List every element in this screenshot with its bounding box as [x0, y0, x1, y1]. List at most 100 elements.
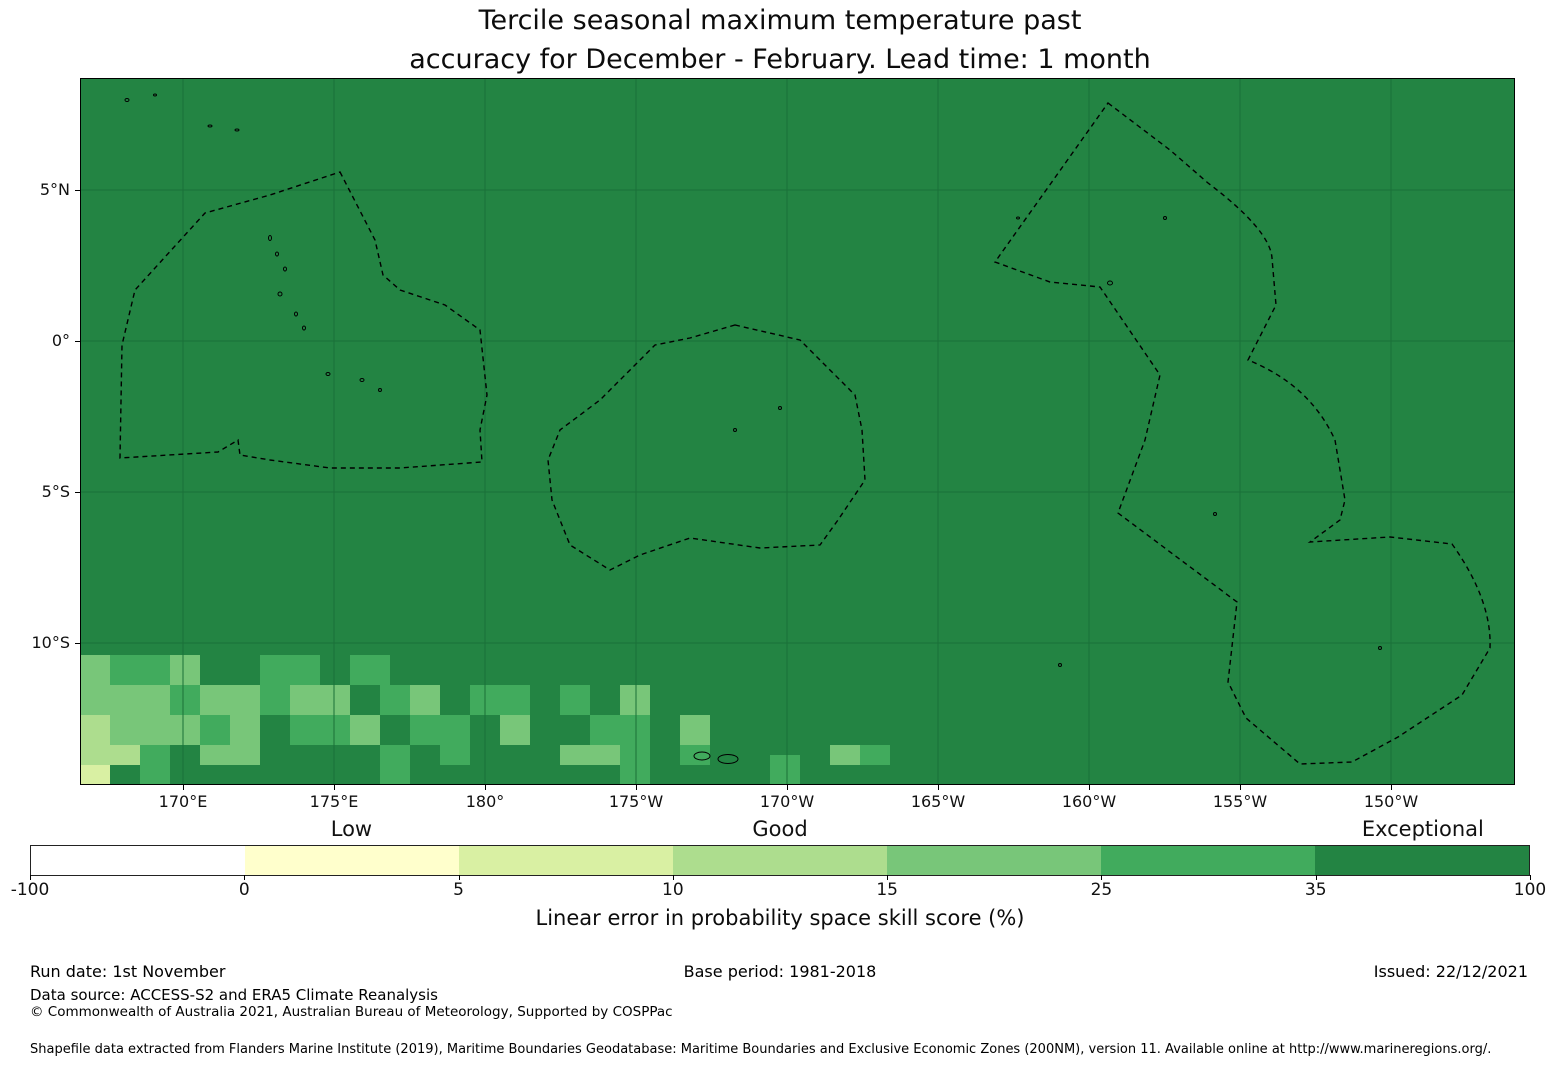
x-axis-tick-label: 160°W: [1061, 792, 1117, 811]
pacific-skill-map: [80, 78, 1515, 785]
island-outline: [1016, 216, 1020, 220]
skill-cell: [350, 655, 390, 685]
skill-cell: [230, 715, 260, 745]
y-axis-tickmark: [75, 643, 80, 644]
run-date-text: Run date: 1st November: [30, 962, 226, 981]
colorbar-tick-label: 15: [876, 880, 898, 900]
skill-cell: [170, 655, 200, 685]
colorbar-tick-label: 35: [1304, 880, 1327, 900]
x-axis-tick-label: 170°E: [158, 792, 208, 811]
island-outline: [717, 754, 739, 764]
colorbar-tick-label: -100: [10, 880, 50, 900]
colorbar-tick-row: -100 0 5 10 15 25 35 100: [11, 875, 1546, 904]
colorbar-segment: [1315, 846, 1529, 875]
skill-cell: [410, 715, 470, 745]
copyright-text: © Commonwealth of Australia 2021, Austra…: [30, 1004, 673, 1020]
y-axis-tick-label: 5°N: [39, 180, 70, 199]
colorbar-segment: [1101, 846, 1315, 875]
y-axis-tick-label: 10°S: [31, 633, 70, 652]
colorbar-segment: [887, 846, 1101, 875]
skill-cell: [620, 745, 650, 785]
island-outline: [1107, 280, 1113, 286]
x-axis-tick-label: 150°W: [1363, 792, 1419, 811]
island-outline: [359, 378, 365, 382]
y-axis-tick-label: 5°S: [41, 482, 70, 501]
island-outline: [124, 98, 130, 102]
skill-cell: [200, 745, 260, 765]
page-title: Tercile seasonal maximum temperature pas…: [0, 1, 1560, 79]
island-outline: [378, 388, 382, 392]
x-axis-tickmark: [787, 785, 788, 790]
island-outline: [1213, 512, 1217, 516]
colorbar-tick-label: 25: [1090, 880, 1113, 900]
island-outline: [234, 128, 240, 132]
skill-cell: [470, 685, 530, 715]
island-outline: [277, 291, 283, 297]
skill-cell: [560, 745, 620, 765]
colorbar-tick-label: 100: [1513, 880, 1547, 900]
island-outline: [302, 325, 306, 331]
colorbar-segment: [31, 846, 245, 875]
skill-cell: [290, 685, 350, 715]
x-axis-tickmark: [1089, 785, 1090, 790]
skill-cell: [110, 715, 200, 745]
island-outline: [294, 311, 298, 317]
x-axis-tickmark: [1391, 785, 1392, 790]
colorbar-tick-label: 0: [238, 880, 250, 900]
x-axis-tickmark: [334, 785, 335, 790]
skill-cell: [860, 745, 890, 765]
data-source-text: Data source: ACCESS-S2 and ERA5 Climate …: [30, 986, 438, 1004]
island-outline: [268, 235, 272, 241]
legend-category-label: Exceptional: [1361, 817, 1484, 841]
skill-cell: [440, 745, 470, 765]
x-axis-tick-label: 155°W: [1212, 792, 1268, 811]
x-axis-tick-label: 170°W: [759, 792, 815, 811]
y-axis-tick-label: 0°: [51, 331, 70, 350]
colorbar-segment: [459, 846, 673, 875]
island-outline: [778, 406, 782, 410]
skill-cell: [560, 685, 590, 715]
skill-cell: [80, 715, 110, 745]
skill-cell: [770, 755, 800, 785]
colorbar-tickmark: [30, 875, 31, 880]
issued-date-text: Issued: 22/12/2021: [1373, 962, 1528, 981]
island-outline: [325, 372, 331, 376]
y-axis-tickmark: [75, 190, 80, 191]
skill-cell: [830, 745, 860, 765]
base-period-text: Base period: 1981-2018: [683, 962, 877, 981]
skill-cell: [110, 655, 170, 685]
x-axis-tick-label: 180°: [465, 792, 505, 811]
legend-category-label: Low: [330, 817, 373, 841]
x-axis-tick-label: 175°W: [608, 792, 664, 811]
eez-boundary: [993, 102, 1491, 765]
skill-cell: [260, 685, 290, 715]
skill-cell: [170, 685, 200, 715]
skill-cell: [200, 715, 230, 745]
page-title-line2: accuracy for December - February. Lead t…: [409, 44, 1151, 75]
colorbar-tickmark: [458, 875, 460, 880]
x-axis-tickmark: [636, 785, 637, 790]
legend-category-label: Good: [752, 817, 808, 841]
eez-boundary: [547, 324, 866, 571]
legend-category-row: Low Good Exceptional: [30, 817, 1530, 845]
shapefile-attribution-text: Shapefile data extracted from Flanders M…: [30, 1042, 1492, 1057]
colorbar-tickmark: [1530, 875, 1531, 880]
colorbar-tick-label: 5: [453, 880, 464, 900]
island-outline: [283, 266, 287, 272]
y-axis-tickmark: [75, 341, 80, 342]
skill-cell: [410, 685, 440, 715]
colorbar-tickmark: [1101, 875, 1103, 880]
x-axis-tickmark: [485, 785, 486, 790]
island-outline: [693, 751, 711, 761]
map-area: [80, 78, 1515, 785]
colorbar-tickmark: [244, 875, 246, 880]
skill-cell: [80, 655, 110, 685]
x-axis-tick-label: 165°W: [910, 792, 966, 811]
colorbar-tickmark: [672, 875, 674, 880]
skill-cell: [200, 685, 260, 715]
island-outline: [153, 93, 157, 97]
skill-cell: [590, 715, 650, 745]
colorbar-segment: [673, 846, 887, 875]
colorbar: [30, 845, 1530, 876]
